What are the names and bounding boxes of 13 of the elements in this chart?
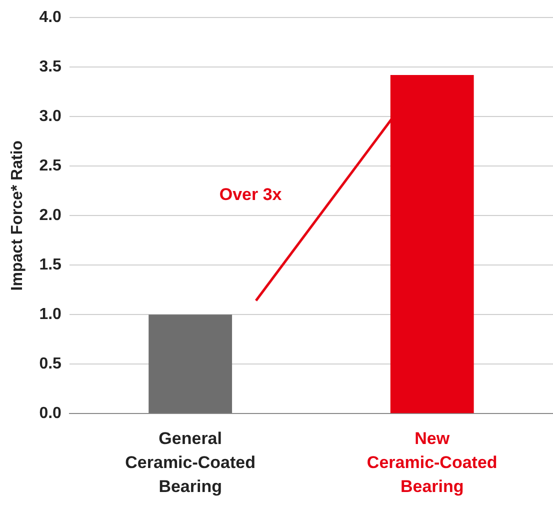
y-tick-label: 1.5 <box>39 256 62 274</box>
y-tick-label: 2.5 <box>39 158 62 175</box>
y-tick-label: 0.0 <box>39 405 62 422</box>
y-tick-label: 1.0 <box>39 306 62 324</box>
y-tick-label: 3.0 <box>39 108 62 126</box>
y-axis-title: Impact Force* Ratio <box>9 140 26 291</box>
y-tick-label: 4.0 <box>39 9 62 26</box>
y-tick-label: 2.0 <box>39 207 62 224</box>
x-tick-label: General Ceramic-Coated Bearing <box>125 429 256 496</box>
annotation: Over 3x <box>219 185 282 205</box>
y-tick-label: 3.5 <box>39 58 62 76</box>
x-tick-label: New Ceramic-Coated Bearing <box>366 429 498 496</box>
y-tick-label: 0.5 <box>39 356 62 373</box>
